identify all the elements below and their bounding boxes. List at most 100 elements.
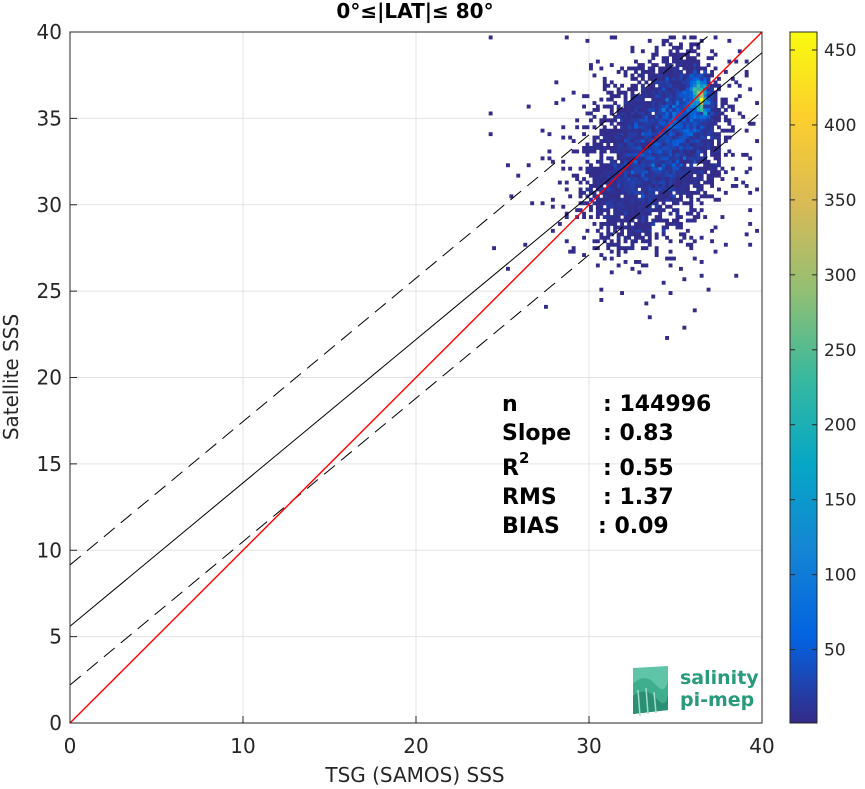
density-cell: [550, 159, 555, 164]
density-cell: [530, 201, 535, 206]
density-cell: [672, 121, 676, 126]
density-cell: [640, 121, 645, 126]
density-cell: [713, 149, 718, 154]
density-cell: [672, 197, 676, 202]
density-cell: [634, 70, 638, 74]
density-cell: [654, 246, 659, 251]
density-cell: [599, 225, 604, 230]
density-cell: [720, 97, 725, 102]
density-cell: [623, 104, 628, 109]
density-cell: [589, 170, 593, 175]
density-cell: [627, 246, 631, 251]
density-cell: [692, 104, 697, 109]
density-cell: [692, 142, 697, 147]
density-cell: [623, 101, 628, 105]
density-cell: [647, 135, 652, 140]
density-cell: [658, 97, 663, 102]
density-cell: [644, 149, 649, 154]
density-cell: [644, 222, 649, 226]
density-cell: [599, 156, 604, 161]
density-cell: [616, 87, 621, 92]
density-cell: [550, 204, 555, 209]
density-cell: [668, 73, 673, 78]
density-cell: [630, 194, 635, 199]
density-cell: [609, 97, 614, 102]
density-cell: [675, 152, 680, 157]
density-cell: [696, 177, 701, 181]
density-cell: [644, 166, 649, 171]
density-cell: [696, 159, 701, 164]
density-cell: [620, 128, 624, 133]
density-cell: [713, 166, 718, 171]
density-cell: [613, 166, 618, 171]
density-cell: [672, 194, 676, 199]
density-cell: [654, 253, 659, 257]
density-cell: [623, 97, 628, 102]
density-cell: [620, 208, 624, 213]
density-cell: [640, 215, 645, 219]
density-cell: [606, 187, 611, 192]
density-cell: [689, 49, 694, 54]
density-cell: [627, 187, 631, 192]
density-cell: [654, 170, 659, 175]
density-cell: [696, 118, 701, 123]
density-cell: [710, 177, 714, 181]
density-cell: [616, 184, 621, 188]
density-cell: [623, 249, 628, 254]
density-cell: [699, 128, 704, 133]
density-cell: [654, 73, 659, 78]
density-cell: [679, 121, 683, 126]
density-cell: [644, 194, 649, 199]
density-cell: [744, 70, 749, 74]
density-cell: [616, 70, 621, 74]
density-cell: [692, 156, 697, 161]
density-cell: [661, 184, 666, 188]
density-cell: [550, 228, 555, 233]
density-cell: [609, 135, 614, 140]
density-cell: [599, 235, 604, 240]
density-cell: [644, 139, 649, 143]
density-cell: [682, 277, 687, 282]
density-cell: [627, 108, 631, 112]
density-cell: [651, 180, 656, 185]
density-cell: [609, 222, 614, 226]
density-cell: [679, 166, 683, 171]
density-cell: [637, 177, 642, 181]
density-cell: [595, 177, 600, 181]
density-cell: [661, 180, 666, 185]
density-cell: [599, 197, 604, 202]
density-cell: [685, 177, 690, 181]
density-cell: [599, 180, 604, 185]
density-cell: [682, 180, 687, 185]
density-cell: [668, 63, 673, 67]
stat-label-r: R: [502, 456, 519, 481]
density-cell: [640, 146, 645, 150]
density-cell: [634, 184, 638, 188]
density-cell: [713, 94, 718, 99]
density-cell: [640, 73, 645, 78]
density-cell: [703, 104, 708, 109]
density-cell: [658, 180, 663, 185]
density-cell: [630, 208, 635, 213]
density-cell: [658, 163, 663, 168]
density-cell: [630, 83, 635, 88]
density-cell: [689, 90, 694, 95]
density-cell: [703, 152, 708, 157]
density-cell: [651, 83, 656, 88]
density-cell: [585, 142, 590, 147]
density-cell: [613, 242, 618, 247]
density-cell: [623, 215, 628, 219]
density-cell: [720, 104, 725, 109]
density-cell: [682, 232, 687, 237]
density-cell: [634, 66, 638, 71]
density-cell: [692, 159, 697, 164]
density-cell: [682, 132, 687, 137]
density-cell: [623, 111, 628, 116]
density-cell: [672, 52, 676, 57]
density-cell: [748, 121, 753, 126]
density-cell: [675, 159, 680, 164]
density-cell: [706, 287, 711, 292]
density-cell: [589, 111, 593, 116]
density-cell: [682, 163, 687, 168]
density-cell: [544, 304, 548, 309]
